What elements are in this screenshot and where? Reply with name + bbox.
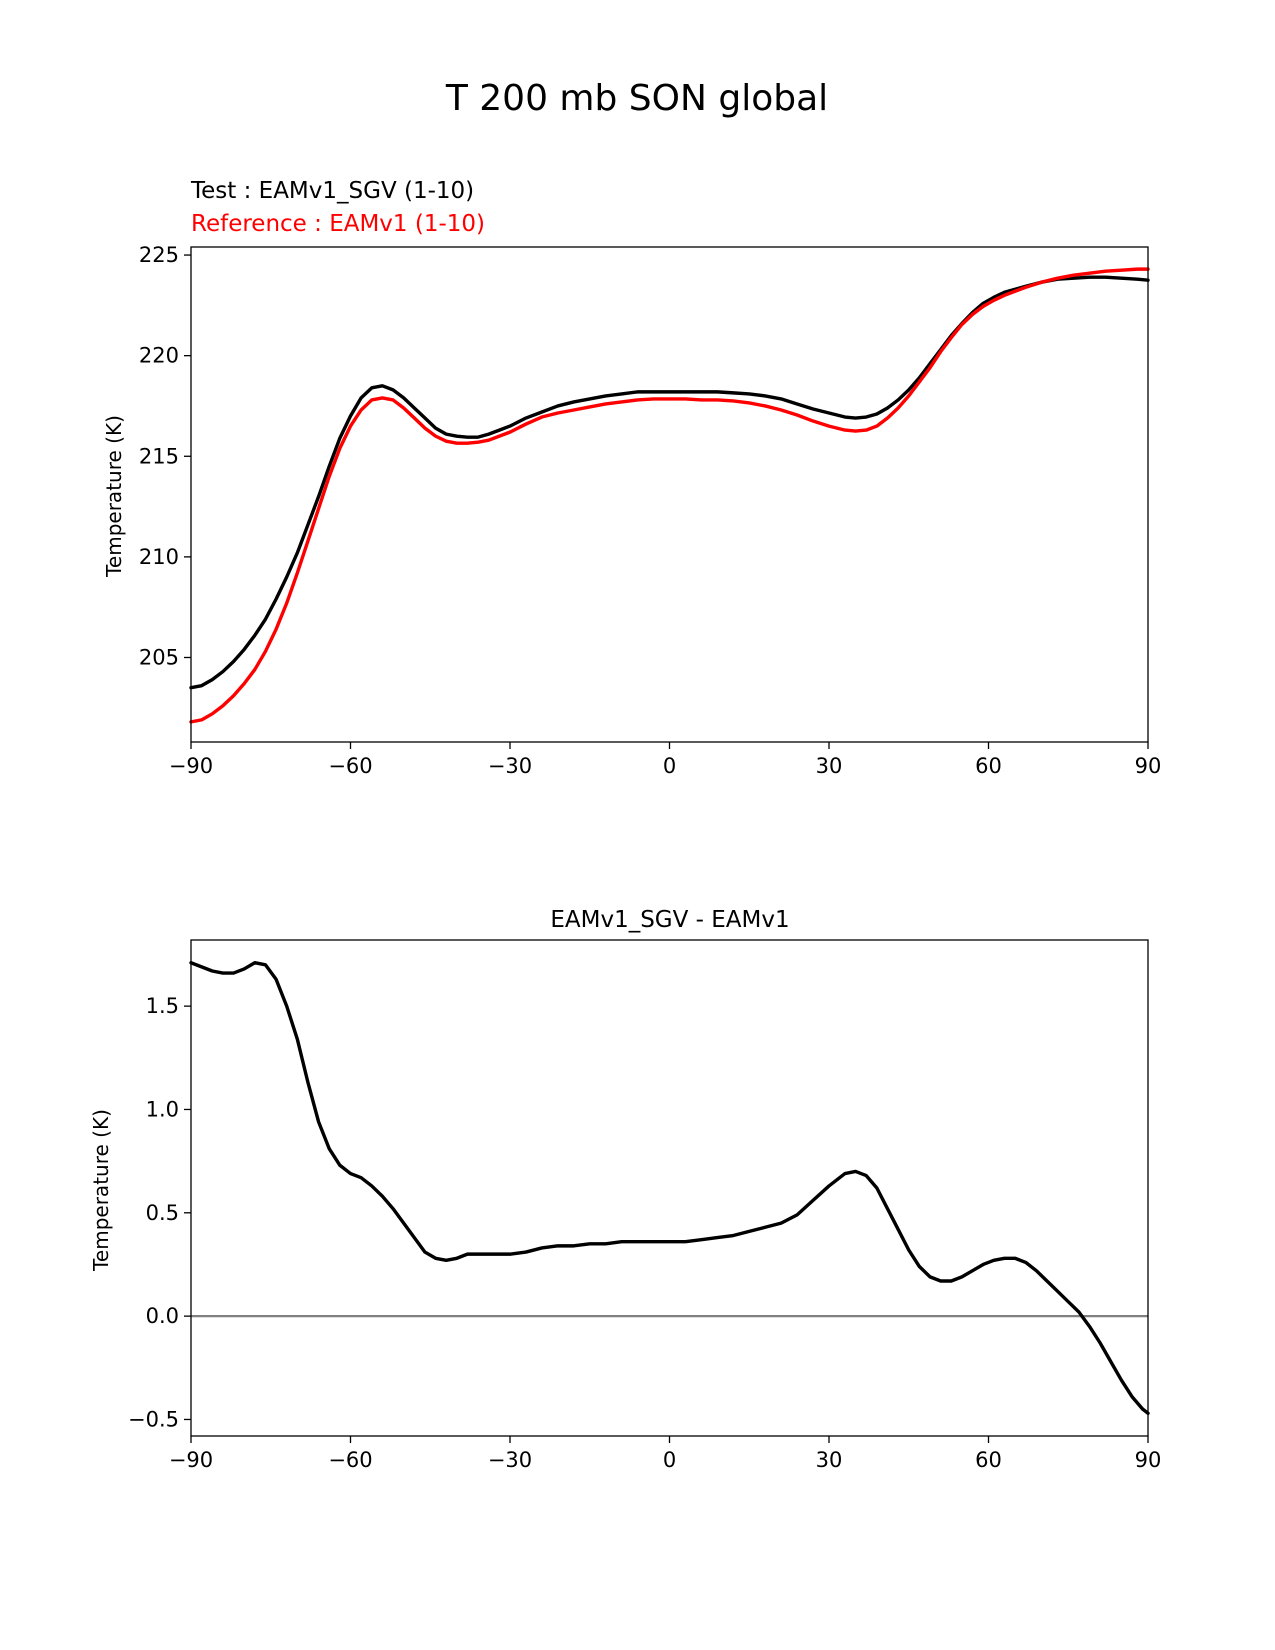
- x-tick-label: 60: [975, 1448, 1002, 1472]
- series-line-0-0: [189, 275, 1150, 690]
- x-tick-label: 90: [1135, 1448, 1162, 1472]
- axes-frame: [190, 246, 1149, 743]
- x-tick-label: 0: [663, 1448, 676, 1472]
- legend-test-label: Test : EAMv1_SGV (1-10): [190, 178, 474, 204]
- x-tick-label: 0: [663, 754, 676, 778]
- y-tick-label: 215: [139, 444, 179, 468]
- x-tick-label: −90: [169, 1448, 213, 1472]
- y-tick-label: 225: [139, 243, 179, 267]
- x-tick-label: −90: [169, 754, 213, 778]
- bottom-y-axis-label: Temperature (K): [89, 1109, 113, 1272]
- y-tick-label: 0.0: [146, 1304, 179, 1328]
- top-panel: Test : EAMv1_SGV (1-10) Reference : EAMv…: [102, 178, 1161, 778]
- axes-frame: [190, 939, 1149, 1437]
- y-tick-label: −0.5: [128, 1407, 179, 1431]
- x-tick-label: 30: [816, 754, 843, 778]
- x-tick-label: −60: [328, 754, 372, 778]
- y-tick-label: 205: [139, 645, 179, 669]
- series-line-1-0: [189, 961, 1150, 1415]
- figure-title: T 200 mb SON global: [445, 78, 828, 119]
- y-tick-label: 1.5: [146, 994, 179, 1018]
- series-line-0-1: [189, 267, 1150, 724]
- x-tick-label: −60: [328, 1448, 372, 1472]
- bottom-panel: EAMv1_SGV - EAMv1 Temperature (K) −90 −60…: [89, 907, 1161, 1472]
- x-tick-label: 90: [1135, 754, 1162, 778]
- legend-reference-label: Reference : EAMv1 (1-10): [191, 211, 485, 237]
- top-y-axis-label: Temperature (K): [102, 415, 126, 578]
- y-tick-label: 1.0: [146, 1097, 179, 1121]
- x-tick-label: 60: [975, 754, 1002, 778]
- x-tick-label: −30: [488, 1448, 532, 1472]
- x-tick-label: −30: [488, 754, 532, 778]
- y-tick-label: 0.5: [146, 1201, 179, 1225]
- y-tick-label: 220: [139, 344, 179, 368]
- y-tick-label: 210: [139, 545, 179, 569]
- x-tick-label: 30: [816, 1448, 843, 1472]
- bottom-panel-title: EAMv1_SGV - EAMv1: [550, 907, 789, 933]
